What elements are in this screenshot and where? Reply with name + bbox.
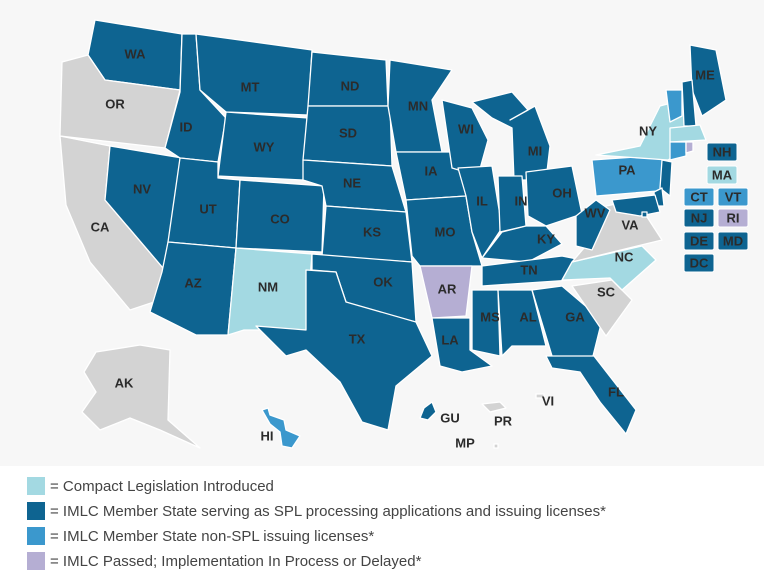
legend-label: = IMLC Member State non-SPL issuing lice… xyxy=(50,528,374,545)
state-box xyxy=(683,231,715,251)
legend-swatch xyxy=(27,477,45,495)
state-label: WV xyxy=(585,205,606,220)
state-label: CA xyxy=(91,219,110,234)
legend-label: = IMLC Member State serving as SPL proce… xyxy=(50,503,606,520)
state-shape xyxy=(665,89,683,123)
state-shape xyxy=(419,265,473,319)
state-shape xyxy=(575,199,611,251)
state-label: OR xyxy=(105,96,125,111)
state-label: FL xyxy=(608,384,624,399)
state-label: CO xyxy=(270,211,290,226)
state-label: VI xyxy=(542,393,554,408)
state-label: KS xyxy=(363,224,381,239)
state-label: LA xyxy=(441,332,459,347)
state-box xyxy=(706,142,738,162)
state-shape xyxy=(531,285,603,361)
state-label: SC xyxy=(597,284,616,299)
state-shape xyxy=(545,355,637,435)
state-label: NJ xyxy=(691,210,708,225)
state-shape xyxy=(497,289,547,357)
state-label: HI xyxy=(261,428,274,443)
state-box xyxy=(706,165,738,185)
state-shape xyxy=(669,124,707,143)
state-label: IA xyxy=(425,163,439,178)
state-shape xyxy=(571,279,633,337)
state-label: NC xyxy=(615,249,634,264)
state-label: AK xyxy=(115,375,134,390)
state-shape xyxy=(419,401,437,421)
state-shape xyxy=(471,91,551,181)
state-label: ND xyxy=(341,78,360,93)
state-label: MI xyxy=(528,143,542,158)
state-label: WA xyxy=(125,46,147,61)
state-label: MS xyxy=(480,309,500,324)
state-label: NH xyxy=(713,144,732,159)
state-label: GA xyxy=(565,309,585,324)
state-label: WI xyxy=(458,121,474,136)
state-label: GU xyxy=(440,410,460,425)
state-shape xyxy=(441,99,489,177)
state-label: ME xyxy=(695,67,715,82)
state-box xyxy=(717,187,749,207)
state-label: ID xyxy=(180,119,193,134)
state-shape xyxy=(195,33,313,116)
state-label: KY xyxy=(537,231,555,246)
state-label: NV xyxy=(133,181,151,196)
state-shape xyxy=(261,407,301,449)
state-label: AL xyxy=(519,309,536,324)
state-shape xyxy=(481,401,507,413)
state-label: TX xyxy=(349,331,366,346)
state-label: PA xyxy=(618,162,636,177)
state-label: MN xyxy=(408,98,428,113)
state-box xyxy=(683,208,715,228)
state-label: DC xyxy=(690,255,709,270)
legend-swatch xyxy=(27,527,45,545)
state-label: PR xyxy=(494,413,513,428)
state-label: MT xyxy=(241,79,260,94)
state-box xyxy=(717,208,749,228)
state-box xyxy=(683,253,715,273)
state-shape xyxy=(685,141,694,154)
state-label: MD xyxy=(723,233,743,248)
state-box xyxy=(717,231,749,251)
state-label: VT xyxy=(725,189,742,204)
state-shape xyxy=(525,165,583,227)
state-label: RI xyxy=(727,210,740,225)
legend-swatch xyxy=(27,502,45,520)
state-shape xyxy=(471,289,501,357)
state-label: TN xyxy=(520,262,537,277)
state-shape xyxy=(431,317,493,373)
state-label: AZ xyxy=(184,275,201,290)
state-shape xyxy=(641,211,648,218)
state-shape xyxy=(535,393,545,399)
state-label: MA xyxy=(712,167,733,182)
state-box xyxy=(683,187,715,207)
state-label: MO xyxy=(435,224,456,239)
state-label: WY xyxy=(254,139,275,154)
state-label: OH xyxy=(552,185,572,200)
state-label: UT xyxy=(199,201,216,216)
state-label: OK xyxy=(373,274,393,289)
state-label: DE xyxy=(690,233,708,248)
state-label: IN xyxy=(515,193,528,208)
state-label: NE xyxy=(343,175,361,190)
state-label: IL xyxy=(476,193,488,208)
state-label: CT xyxy=(690,189,707,204)
state-shape xyxy=(669,141,687,161)
legend-label: = IMLC Passed; Implementation In Process… xyxy=(50,553,422,570)
state-shape xyxy=(659,159,673,197)
state-label: MP xyxy=(455,435,475,450)
state-label: SD xyxy=(339,125,357,140)
state-label: NY xyxy=(639,123,657,138)
legend-swatch xyxy=(27,552,45,570)
state-shape xyxy=(255,269,433,431)
state-shape xyxy=(81,344,201,449)
state-label: NM xyxy=(258,279,278,294)
state-shape xyxy=(611,194,661,217)
state-label: VA xyxy=(621,217,639,232)
state-label: AR xyxy=(438,281,457,296)
legend-label: = Compact Legislation Introduced xyxy=(50,478,274,495)
state-shape xyxy=(493,443,499,449)
